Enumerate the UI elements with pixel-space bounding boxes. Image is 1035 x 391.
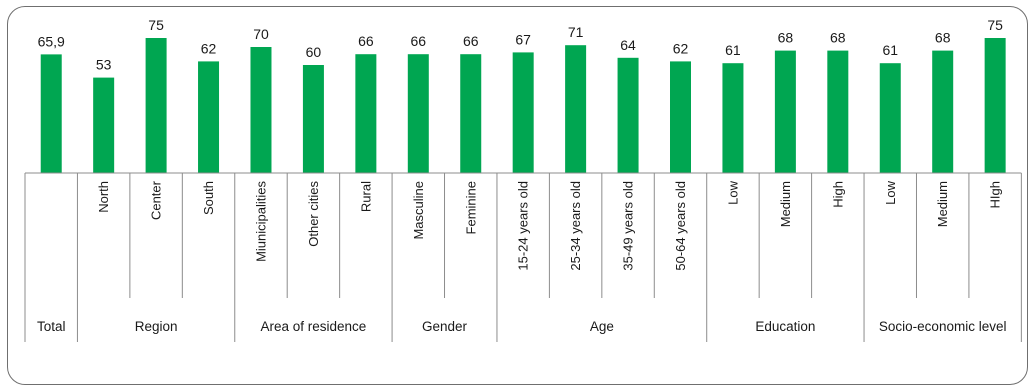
- group-label: Gender: [422, 319, 468, 334]
- data-label: 61: [882, 42, 898, 58]
- group-label: Total: [37, 319, 66, 334]
- category-label: 50-64 years old: [673, 181, 688, 271]
- bar: [512, 52, 534, 173]
- data-label: 60: [306, 44, 322, 60]
- bar: [40, 54, 62, 173]
- category-label: Low: [725, 180, 740, 204]
- data-label: 66: [463, 33, 479, 49]
- bar: [774, 50, 796, 173]
- bar: [302, 65, 324, 173]
- data-label: 68: [778, 30, 794, 46]
- data-label: 64: [620, 37, 636, 53]
- group-label: Socio-economic level: [879, 319, 1007, 334]
- group-label: Region: [135, 319, 178, 334]
- data-label: 66: [358, 33, 374, 49]
- bar: [879, 63, 901, 174]
- data-label: 66: [411, 33, 427, 49]
- bar: [93, 77, 115, 173]
- bar: [460, 54, 482, 174]
- bar: [670, 61, 691, 173]
- group-label: Education: [755, 319, 815, 334]
- category-label: Masculine: [411, 181, 426, 240]
- category-label: 25-34 years old: [568, 181, 583, 271]
- category-label: 15-24 years old: [516, 181, 531, 271]
- bar: [250, 47, 272, 173]
- category-label: North: [96, 181, 111, 213]
- data-label: 70: [253, 26, 269, 42]
- category-label: Low: [883, 180, 898, 204]
- data-label: 62: [201, 40, 217, 56]
- data-label: 53: [96, 57, 112, 73]
- data-label: 61: [725, 42, 741, 58]
- data-label: 62: [673, 40, 689, 56]
- bar: [617, 57, 639, 173]
- bar: [198, 61, 220, 173]
- bar: [565, 45, 587, 174]
- data-label: 75: [987, 17, 1003, 33]
- bar: [984, 38, 1006, 173]
- data-label: 67: [515, 31, 531, 47]
- bar: [145, 38, 167, 173]
- bar: [722, 63, 744, 174]
- category-label: High: [830, 181, 845, 208]
- category-label: HIgh: [988, 181, 1003, 208]
- category-label: Center: [149, 180, 164, 220]
- category-label: South: [201, 181, 216, 215]
- data-label: 68: [830, 30, 846, 46]
- bar: [932, 50, 954, 173]
- bar: [355, 54, 377, 174]
- data-label: 75: [148, 17, 164, 33]
- bar: [827, 50, 849, 173]
- category-label: Rural: [358, 181, 373, 212]
- category-label: Miunicipalities: [254, 181, 269, 262]
- group-label: Area of residence: [261, 319, 367, 334]
- data-label: 68: [935, 30, 951, 46]
- bar: [407, 54, 429, 174]
- data-label: 71: [568, 24, 584, 40]
- group-label: Age: [590, 319, 614, 334]
- category-label: 35-49 years old: [621, 181, 636, 271]
- category-label: Medium: [935, 181, 950, 227]
- category-label: Other cities: [306, 181, 321, 247]
- data-label: 65,9: [38, 33, 65, 49]
- category-label: Feminine: [463, 181, 478, 234]
- category-label: Medium: [778, 181, 793, 227]
